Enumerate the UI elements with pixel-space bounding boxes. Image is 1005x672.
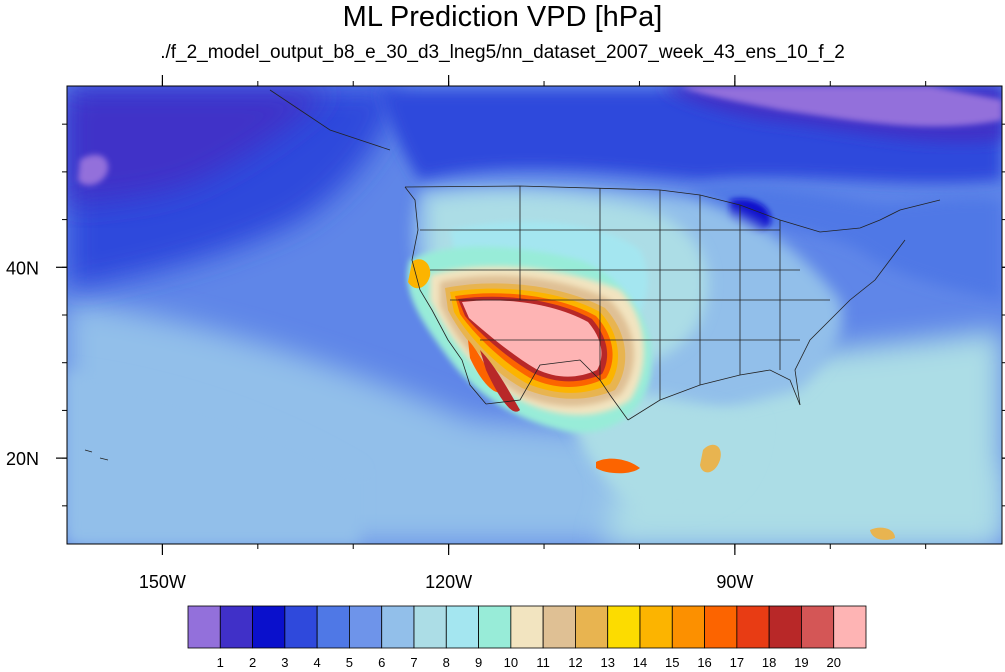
- alaska-coast: [269, 89, 391, 151]
- us-mexico-border: [485, 359, 629, 421]
- colorbar-box: [639, 605, 673, 649]
- colorbar-label: 13: [600, 655, 614, 670]
- colorbar-label: 5: [346, 655, 353, 670]
- colorbar-label: 14: [633, 655, 647, 670]
- colorbar-box: [833, 605, 867, 649]
- chart-subtitle: ./f_2_model_output_b8_e_30_d3_lneg5/nn_d…: [160, 42, 845, 63]
- west-coastline: [404, 186, 487, 405]
- colorbar-label: 4: [314, 655, 321, 670]
- colorbar-box: [219, 605, 253, 649]
- colorbar-label: 16: [697, 655, 711, 670]
- colorbar-label: 3: [281, 655, 288, 670]
- colorbar-label: 2: [249, 655, 256, 670]
- colorbar-label: 1: [217, 655, 224, 670]
- colorbar-label: 7: [410, 655, 417, 670]
- colorbar-label: 12: [568, 655, 582, 670]
- colorbar-label: 17: [730, 655, 744, 670]
- borders: [84, 89, 941, 461]
- colorbar-box: [801, 605, 835, 649]
- colorbar: 1 2 3 4 5 6 7 8 9 10 11 12 13 14 15 16 17 18 19 20: [187, 605, 867, 670]
- colorbar-box: [478, 605, 512, 649]
- colorbar-box: [542, 605, 576, 649]
- colorbar-label: 8: [443, 655, 450, 670]
- hawaii-islands: [84, 449, 109, 461]
- colorbar-label: 6: [378, 655, 385, 670]
- colorbar-label: 20: [826, 655, 840, 670]
- y-tick-label: 40N: [6, 258, 39, 278]
- east-coastline: [794, 239, 906, 406]
- colorbar-box: [575, 605, 609, 649]
- colorbar-box: [187, 605, 221, 649]
- colorbar-box: [413, 605, 447, 649]
- y-tick-label: 20N: [6, 449, 39, 469]
- colorbar-label: 15: [665, 655, 679, 670]
- colorbar-label: 10: [504, 655, 518, 670]
- colorbar-box: [671, 605, 705, 649]
- colorbar-label: 19: [794, 655, 808, 670]
- vpd-field: [67, 86, 1002, 544]
- state-lines-ew: [420, 229, 830, 341]
- colorbar-box: [252, 605, 286, 649]
- colorbar-box: [510, 605, 544, 649]
- x-tick-label: 150W: [139, 572, 186, 592]
- colorbar-box: [607, 605, 641, 649]
- us-canada-border: [404, 185, 941, 233]
- axes: 150W 120W 90W 40N 20N: [6, 75, 1005, 592]
- state-lines-ns: [519, 186, 781, 400]
- colorbar-label: 11: [536, 655, 550, 670]
- colorbar-box: [768, 605, 802, 649]
- colorbar-box: [349, 605, 383, 649]
- x-tick-label: 90W: [716, 572, 753, 592]
- colorbar-label: 18: [762, 655, 776, 670]
- colorbar-box: [736, 605, 770, 649]
- colorbar-box: [445, 605, 479, 649]
- colorbar-box: [381, 605, 415, 649]
- colorbar-label: 9: [475, 655, 482, 670]
- colorbar-box: [704, 605, 738, 649]
- x-tick-label: 120W: [425, 572, 472, 592]
- colorbar-box: [284, 605, 318, 649]
- chart-title: ML Prediction VPD [hPa]: [342, 1, 663, 33]
- colorbar-box: [316, 605, 350, 649]
